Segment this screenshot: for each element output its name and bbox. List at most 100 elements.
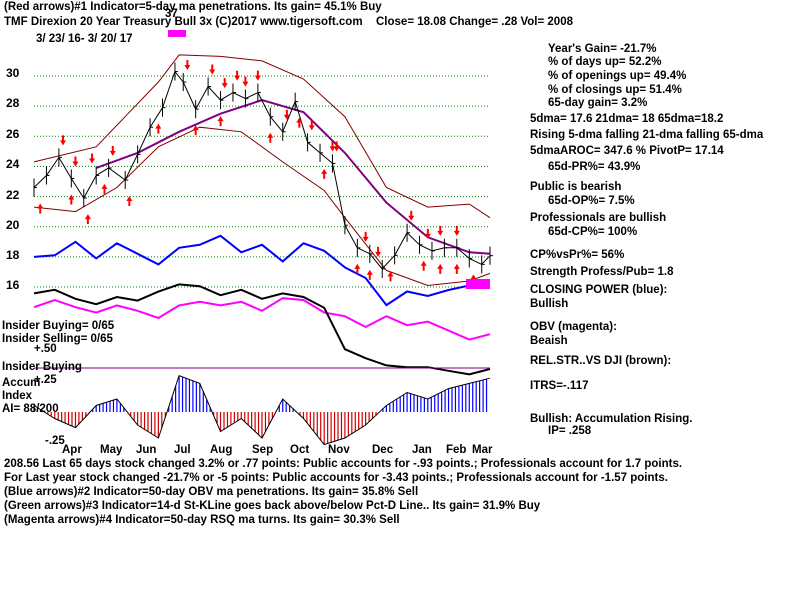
month-label: Oct <box>290 444 310 456</box>
red-down-arrow <box>109 145 116 156</box>
chart-title: TMF Direxion 20 Year Treasury Bull 3x (C… <box>4 16 363 28</box>
y-tick: 30 <box>6 66 20 80</box>
stat-line: Professionals are bullish <box>530 212 667 224</box>
red-down-arrow <box>242 76 249 87</box>
red-up-arrow <box>37 203 44 214</box>
bottom-note: (Green arrows)#3 Indicator=14-d St-KLine… <box>4 500 541 512</box>
red-down-arrow <box>209 64 216 75</box>
date-range: 3/ 23/ 16- 3/ 20/ 17 <box>36 33 133 45</box>
stat-line: CLOSING POWER (blue): <box>530 284 668 296</box>
y-tick: 26 <box>6 127 20 141</box>
peak-label: 37 <box>165 8 178 20</box>
red-up-arrow <box>68 194 75 205</box>
accum-tick-mid: +.25 <box>34 374 57 386</box>
bottom-note: (Blue arrows)#2 Indicator=50-day OBV ma … <box>4 486 419 498</box>
stat-line: REL.STR..VS DJI (brown): <box>530 355 672 367</box>
magenta-marker <box>466 279 490 289</box>
red-down-arrow <box>453 225 460 236</box>
red-down-arrow <box>254 70 261 81</box>
red-up-arrow <box>354 263 361 274</box>
indicator-1-label: (Red arrows)#1 Indicator=5-day ma penetr… <box>4 1 382 13</box>
stat-line: IP= .258 <box>548 425 592 437</box>
month-label: Feb <box>446 444 467 456</box>
stat-line: % of closings up= 51.4% <box>548 84 682 96</box>
red-down-arrow <box>437 225 444 236</box>
red-up-arrow <box>420 260 427 271</box>
red-down-arrow <box>329 141 336 152</box>
price-line <box>33 70 491 270</box>
red-up-arrow <box>387 271 394 282</box>
y-tick: 24 <box>6 157 20 171</box>
month-label: Jun <box>136 444 157 456</box>
index-label: Index <box>2 390 33 402</box>
insider-buying-bar-label: Insider Buying <box>2 361 82 373</box>
ma65-line <box>95 99 491 255</box>
month-label: Aug <box>210 444 233 456</box>
upper-band-line <box>33 54 491 219</box>
red-down-arrow <box>308 120 315 131</box>
red-up-arrow <box>101 183 108 194</box>
red-up-arrow <box>217 116 224 127</box>
stat-line: 65d-CP%= 100% <box>548 226 638 238</box>
stat-line: Rising 5-dma falling 21-dma falling 65-d… <box>530 129 764 141</box>
accum-label: Accum <box>2 377 41 389</box>
red-up-arrow <box>155 123 162 134</box>
stat-line: CP%vsPr%= 56% <box>530 249 625 261</box>
red-down-arrow <box>60 135 67 146</box>
month-label: Dec <box>372 444 394 456</box>
rel-strength-line <box>33 283 491 376</box>
red-down-arrow <box>283 109 290 120</box>
red-up-arrow <box>366 269 373 280</box>
stat-line: Bullish: Accumulation Rising. <box>530 413 693 425</box>
month-label: Jul <box>174 444 191 456</box>
red-up-arrow <box>267 132 274 143</box>
y-tick: 28 <box>6 96 20 110</box>
stat-line: Strength Profess/Pub= 1.8 <box>530 266 674 278</box>
red-up-arrow <box>321 168 328 179</box>
stat-line: Year's Gain= -21.7% <box>548 43 657 55</box>
stat-line: OBV (magenta): <box>530 321 617 333</box>
red-down-arrow <box>333 141 340 152</box>
red-up-arrow <box>437 263 444 274</box>
stat-line: Public is bearish <box>530 181 622 193</box>
month-label: Apr <box>62 444 82 456</box>
y-tick: 18 <box>6 248 20 262</box>
month-label: Nov <box>328 444 350 456</box>
y-tick: 20 <box>6 218 20 232</box>
month-label: Sep <box>252 444 274 456</box>
bottom-note: 208.56 Last 65 days stock changed 3.2% o… <box>4 458 683 470</box>
insider-buying-label: Insider Buying= 0/65 <box>2 320 115 332</box>
accum-tick-top: +.50 <box>34 343 57 355</box>
y-tick: 22 <box>6 188 20 202</box>
red-up-arrow <box>84 214 91 225</box>
month-label: Mar <box>472 444 493 456</box>
stat-line: ITRS=-.117 <box>530 380 589 392</box>
red-up-arrow <box>126 195 133 206</box>
red-up-arrow <box>296 117 303 128</box>
red-down-arrow <box>184 60 191 71</box>
red-down-arrow <box>221 78 228 89</box>
insider-selling-label: Insider Selling= 0/65 <box>2 333 113 345</box>
header-quote: Close= 18.08 Change= .28 Vol= 2008 <box>376 16 573 28</box>
accum-ma-line <box>33 374 491 446</box>
bottom-note: For Last year stock changed -21.7% or -5… <box>4 472 668 484</box>
accum-tick-bottom: -.25 <box>45 435 65 447</box>
stat-line: 5dmaAROC= 347.6 % PivotP= 17.14 <box>530 145 724 157</box>
red-down-arrow <box>89 153 96 164</box>
stat-line: Bullish <box>530 298 569 310</box>
lower-band-line <box>33 126 491 287</box>
stat-line: Beaish <box>530 335 568 347</box>
bottom-note: (Magenta arrows)#4 Indicator=50-day RSQ … <box>4 514 400 526</box>
stat-line: 65d-PR%= 43.9% <box>548 161 641 173</box>
magenta-marker <box>168 30 186 37</box>
stat-line: 5dma= 17.6 21dma= 18 65dma=18.2 <box>530 113 724 125</box>
red-down-arrow <box>375 246 382 257</box>
red-down-arrow <box>72 156 79 167</box>
stat-line: 65d-OP%= 7.5% <box>548 195 635 207</box>
y-tick: 16 <box>6 278 20 292</box>
red-down-arrow <box>408 210 415 221</box>
month-label: May <box>100 444 123 456</box>
red-up-arrow <box>192 125 199 136</box>
